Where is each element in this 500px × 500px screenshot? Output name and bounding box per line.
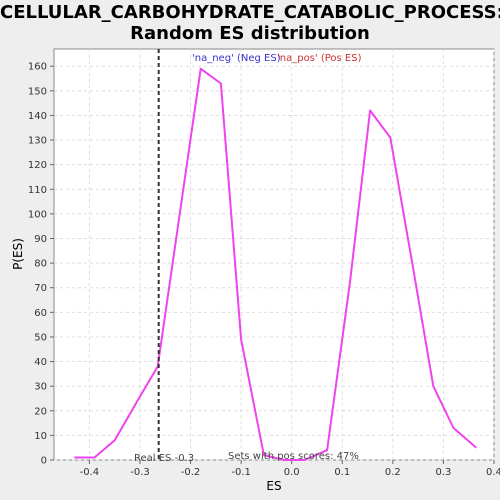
- plot-background: [53, 48, 495, 461]
- es-distribution-line: [74, 67, 477, 461]
- y-tick-label: 130: [28, 136, 47, 147]
- pos-scores-annotation: Sets with pos scores: 47%: [228, 451, 359, 462]
- x-tick-label: 0.0: [284, 467, 300, 478]
- legend-pos-label: 'na_pos' (Pos ES): [277, 53, 362, 64]
- series-layer: [74, 67, 477, 461]
- x-tick-label: -0.3: [130, 467, 150, 478]
- chart-title-line-1: CELLULAR_CARBOHYDRATE_CATABOLIC_PROCESS:: [0, 2, 500, 23]
- x-tick-label: 0.1: [334, 467, 350, 478]
- y-tick-label: 10: [34, 431, 47, 442]
- y-tick-label: 120: [28, 160, 47, 171]
- y-tick-label: 30: [34, 382, 47, 393]
- x-axis-label: ES: [266, 479, 281, 493]
- y-tick-label: 140: [28, 111, 47, 122]
- y-tick-label: 60: [34, 308, 47, 319]
- x-tick-label: 0.2: [385, 467, 401, 478]
- x-tick-label: -0.2: [181, 467, 201, 478]
- legend-neg-label: 'na_neg' (Neg ES): [192, 53, 281, 64]
- y-tick-label: 160: [28, 62, 47, 73]
- y-tick-label: 80: [34, 259, 47, 270]
- y-tick-label: 110: [28, 185, 47, 196]
- tick-layer: 0 10 20 30 40 50 60 70 80 90 100 110 120 130 140 150 160…: [28, 62, 500, 478]
- y-tick-label: 50: [34, 332, 47, 343]
- x-tick-label: 0.4: [486, 467, 500, 478]
- y-tick-label: 40: [34, 357, 47, 368]
- real-es-label: Real ES -0.3: [134, 453, 194, 464]
- y-tick-label: 100: [28, 209, 47, 220]
- chart-title-line-2: Random ES distribution: [130, 23, 370, 44]
- x-tick-label: 0.3: [435, 467, 451, 478]
- y-tick-label: 90: [34, 234, 47, 245]
- x-tick-label: -0.1: [231, 467, 251, 478]
- y-tick-label: 150: [28, 86, 47, 97]
- y-axis-label: P(ES): [11, 238, 25, 270]
- y-tick-label: 20: [34, 406, 47, 417]
- grid-layer: [54, 49, 495, 461]
- x-tick-label: -0.4: [80, 467, 100, 478]
- y-tick-label: 70: [34, 283, 47, 294]
- y-tick-label: 0: [41, 456, 47, 467]
